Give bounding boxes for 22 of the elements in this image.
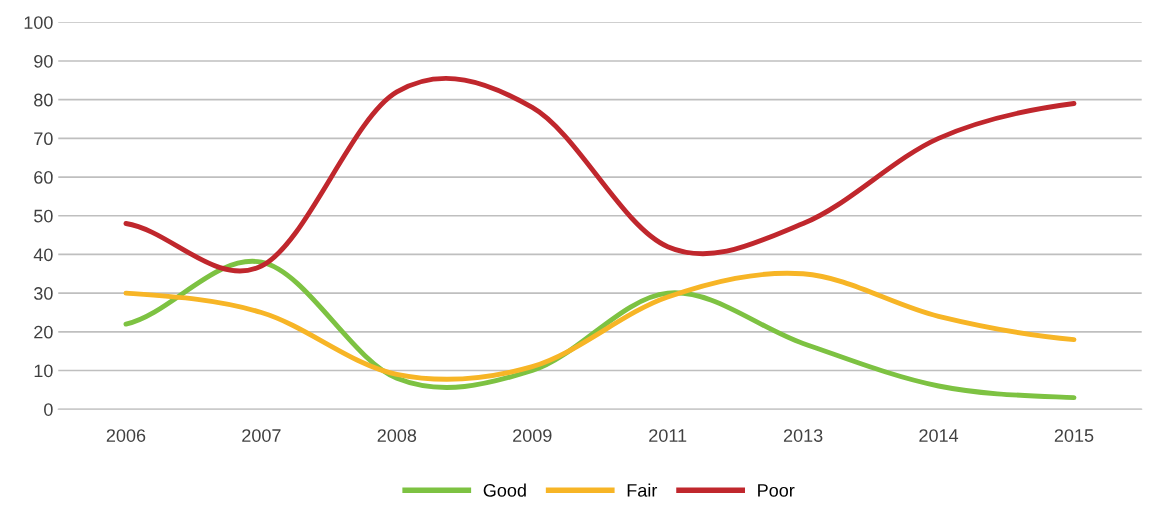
x-tick-label: 2013 (783, 429, 823, 442)
y-tick-label: 60 (34, 170, 53, 184)
y-tick-label: 80 (34, 93, 53, 107)
y-tick-label: 50 (34, 209, 53, 223)
y-tick-label: 40 (33, 248, 53, 262)
x-tick-label: 2008 (377, 429, 417, 442)
legend-label: Good (483, 483, 526, 497)
legend-label: Poor (758, 484, 795, 497)
legend-label: Fair (627, 483, 658, 497)
y-tick-label: 20 (34, 325, 53, 339)
x-tick-label: 2009 (513, 429, 552, 442)
y-tick-label: 70 (34, 132, 53, 146)
x-tick-label: 2006 (106, 429, 146, 442)
x-tick-label: 2007 (242, 429, 281, 442)
x-tick-label: 2011 (649, 429, 687, 442)
y-tick-label: 100 (24, 16, 53, 29)
y-tick-label: 90 (34, 54, 53, 68)
x-tick-label: 2014 (919, 429, 959, 442)
x-tick-label: 2015 (1054, 429, 1094, 442)
y-tick-label: 30 (34, 287, 53, 300)
y-tick-label: 0 (44, 403, 53, 416)
y-tick-label: 10 (34, 364, 53, 378)
